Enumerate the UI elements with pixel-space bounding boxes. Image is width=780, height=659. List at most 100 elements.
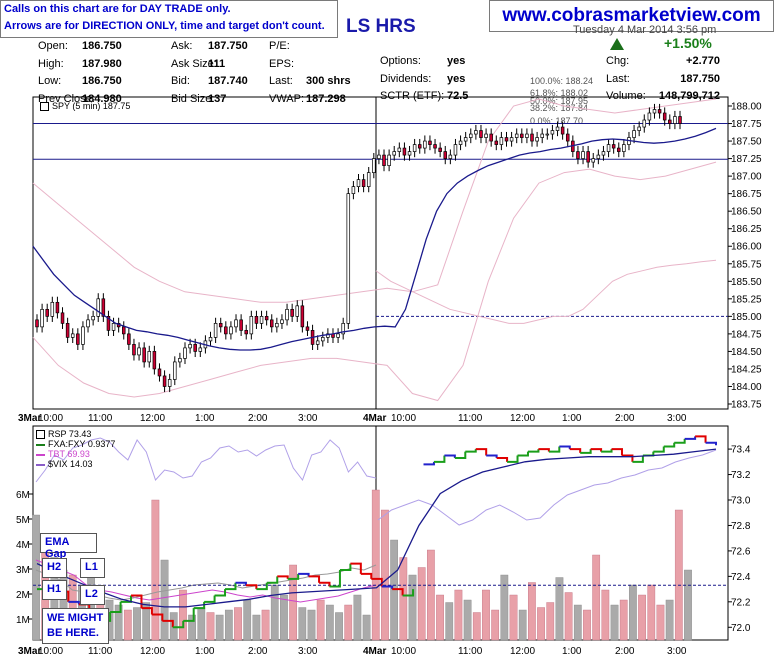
upper-x-time-label: 11:00 bbox=[88, 413, 113, 424]
legend-vix-swatch bbox=[36, 463, 45, 466]
rsp-step-segment bbox=[110, 601, 122, 613]
rsp-step-segment bbox=[538, 448, 550, 452]
upper-x-time-label: 1:00 bbox=[195, 413, 215, 424]
quote-value-low: 186.750 bbox=[82, 75, 122, 87]
candle-body bbox=[407, 151, 412, 156]
candle-body bbox=[40, 308, 44, 328]
volume-bar bbox=[114, 604, 123, 641]
candle-body bbox=[178, 358, 182, 363]
candle-body bbox=[259, 316, 264, 324]
quote-label-vwap: VWAP: bbox=[269, 92, 305, 105]
quote-value-high: 187.980 bbox=[82, 57, 122, 70]
rsp-step-segment bbox=[298, 572, 310, 577]
quote-label-last: Last: bbox=[269, 75, 293, 87]
rsp-tick-label: 72.8 bbox=[731, 521, 751, 532]
rsp-step-segment bbox=[590, 448, 603, 452]
candle-body bbox=[540, 133, 544, 138]
volume-bar bbox=[335, 612, 343, 641]
volume-bar bbox=[555, 577, 564, 641]
rsp-step-segment bbox=[454, 451, 467, 459]
upper-x-time-label: 1:00 bbox=[562, 413, 582, 424]
website-banner[interactable]: www.cobrasmarketview.com bbox=[489, 0, 774, 32]
quote-value-chg: +2.770 bbox=[686, 55, 720, 67]
lower-x-time-label: 2:00 bbox=[615, 646, 635, 657]
volume-bar bbox=[417, 567, 426, 641]
lower-x-time-label: 3:00 bbox=[667, 646, 687, 657]
y-tick-label: 185.25 bbox=[731, 294, 762, 305]
candle-body bbox=[443, 151, 448, 159]
rsp-step-segment bbox=[695, 435, 707, 443]
volume-tick-label: 3M bbox=[16, 565, 30, 576]
rsp-tick-label: 72.0 bbox=[731, 623, 751, 634]
legend-fxa: FXA:FXY 0.9377 bbox=[36, 439, 115, 449]
rsp-step-segment bbox=[486, 454, 498, 458]
candle-body bbox=[387, 154, 391, 166]
up-arrow-icon bbox=[610, 38, 624, 50]
candle-body bbox=[326, 333, 330, 338]
volume-bar bbox=[234, 607, 242, 641]
y-tick-label: 186.25 bbox=[731, 224, 762, 235]
rsp-step-segment bbox=[496, 457, 509, 462]
candle-body bbox=[81, 326, 85, 345]
candle-body bbox=[657, 109, 662, 114]
candle-body bbox=[438, 147, 442, 152]
change-percent: +1.50% bbox=[664, 35, 712, 51]
volume-bar bbox=[215, 614, 224, 641]
candle-body bbox=[678, 116, 682, 124]
volume-bar bbox=[270, 584, 279, 641]
candle-body bbox=[596, 154, 601, 159]
quote-label-bidsize: Bid Size: bbox=[171, 92, 215, 105]
candle-body bbox=[269, 319, 274, 328]
candle-body bbox=[132, 344, 136, 356]
lower-x-time-label: 12:00 bbox=[510, 646, 535, 657]
rsp-step-segment bbox=[674, 438, 686, 444]
rsp-step-segment bbox=[193, 601, 206, 610]
y-tick-label: 184.25 bbox=[731, 364, 762, 375]
rsp-step-segment bbox=[339, 563, 352, 571]
candle-body bbox=[147, 351, 152, 363]
volume-bar bbox=[307, 609, 316, 641]
rsp-step-segment bbox=[277, 575, 289, 579]
volume-bar bbox=[454, 589, 463, 641]
rsp-step-segment bbox=[308, 575, 321, 583]
candle-body bbox=[173, 361, 177, 380]
upper-x-time-label: 10:00 bbox=[38, 413, 63, 424]
rsp-tick-label: 72.2 bbox=[731, 597, 751, 608]
volume-bar bbox=[665, 599, 674, 641]
y-tick-label: 184.75 bbox=[731, 329, 762, 340]
fib-level-label: 0.0%: 187.70 bbox=[530, 116, 584, 126]
quote-value-bidsize: 137 bbox=[208, 92, 227, 105]
candle-body bbox=[218, 323, 223, 328]
volume-bar bbox=[179, 589, 187, 641]
candle-body bbox=[642, 119, 647, 128]
upper-x-date-label: 3Mar bbox=[18, 413, 41, 424]
l1-label: L1 bbox=[80, 558, 105, 578]
rsp-ema-line bbox=[36, 448, 717, 608]
quote-label-high: High: bbox=[38, 57, 64, 70]
rsp-step-segment bbox=[392, 588, 404, 596]
candle-body bbox=[280, 319, 284, 324]
volume-tick-label: 5M bbox=[16, 515, 30, 526]
candle-body bbox=[60, 312, 65, 324]
candle-body bbox=[127, 333, 131, 345]
rsp-step-segment bbox=[162, 619, 174, 628]
rsp-step-segment bbox=[663, 442, 676, 448]
candle-body bbox=[167, 379, 172, 387]
fib-level-label: 50.0%: 187.95 bbox=[530, 96, 589, 106]
candle-body bbox=[448, 154, 453, 159]
candle-body bbox=[377, 154, 381, 159]
rsp-step-segment bbox=[172, 620, 185, 629]
vwap-line bbox=[375, 259, 717, 324]
quote-value-volume: 148,799,712 bbox=[658, 90, 720, 102]
lower-x-time-label: 3:00 bbox=[298, 646, 318, 657]
candle-body bbox=[198, 347, 203, 352]
volume-tick-label: 4M bbox=[16, 540, 30, 551]
candle-body bbox=[285, 308, 289, 321]
legend-vix: $VIX 14.03 bbox=[36, 459, 115, 469]
rsp-step-segment bbox=[287, 573, 300, 580]
rsp-step-segment bbox=[444, 454, 456, 458]
candle-body bbox=[504, 137, 509, 142]
upper-x-time-label: 2:00 bbox=[615, 413, 635, 424]
candle-body bbox=[591, 158, 595, 163]
